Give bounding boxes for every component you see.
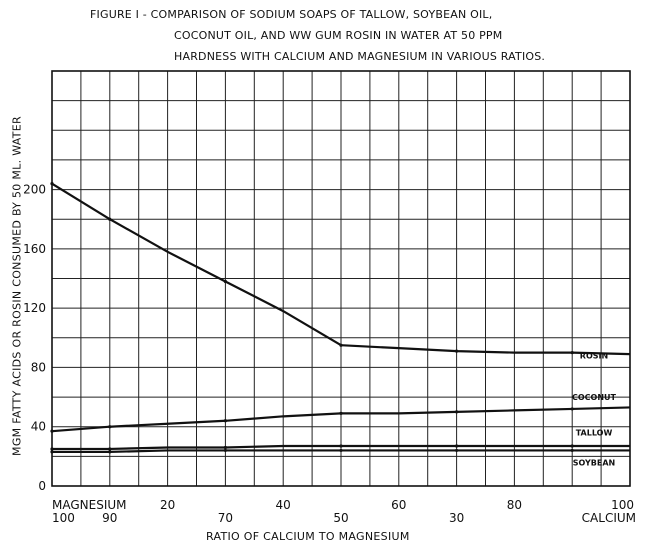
data-point-rosin: [108, 217, 112, 221]
plot-frame: [51, 70, 631, 487]
y-tick-label: 120: [23, 301, 46, 315]
data-point-tallow: [455, 444, 459, 448]
x-tick-label-bottom: CALCIUM: [582, 511, 636, 525]
data-point-coconut: [50, 429, 54, 433]
series-lines: [50, 182, 631, 454]
data-point-tallow: [339, 444, 343, 448]
x-tick-label-top: MAGNESIUM: [52, 498, 127, 512]
series-label-coconut: COCONUT: [572, 393, 617, 402]
x-tick-label-top: 80: [507, 498, 522, 512]
x-tick-label-bottom: 90: [102, 511, 117, 525]
data-point-rosin: [50, 182, 54, 186]
data-point-tallow: [223, 445, 227, 450]
data-point-coconut: [339, 411, 343, 415]
series-label-tallow: TALLOW: [576, 429, 613, 438]
x-axis-label: RATIO OF CALCIUM TO MAGNESIUM: [206, 530, 410, 543]
data-point-soybean: [50, 450, 54, 454]
data-point-rosin: [455, 349, 459, 353]
data-point-rosin: [339, 343, 343, 347]
y-tick-label: 160: [23, 242, 46, 256]
x-tick-label-bottom: 50: [333, 511, 348, 525]
data-point-coconut: [108, 425, 112, 429]
tick-labels: 0 40 80 120 160 200 MAGNESIUM 20 40 60 80 100 100 90 7…: [23, 183, 636, 525]
y-tick-label: 40: [31, 420, 46, 434]
title-line-1: FIGURE I - COMPARISON OF SODIUM SOAPS OF…: [90, 8, 493, 21]
data-point-soybean: [570, 448, 574, 453]
x-tick-label-top: 40: [276, 498, 291, 512]
y-tick-label: 80: [31, 360, 46, 374]
y-tick-label: 0: [38, 479, 46, 493]
data-point-tallow: [570, 444, 574, 448]
data-point-rosin: [223, 279, 227, 284]
data-point-tallow: [108, 447, 112, 451]
axes: [51, 70, 631, 487]
x-tick-label-top: 100: [611, 498, 634, 512]
data-point-soybean: [108, 450, 112, 454]
title-line-3: HARDNESS WITH CALCIUM AND MAGNESIUM IN V…: [174, 50, 546, 63]
data-point-tallow: [50, 447, 54, 451]
data-point-coconut: [223, 419, 227, 423]
x-tick-label-top: 20: [160, 498, 175, 512]
x-tick-label-bottom: 30: [449, 511, 464, 525]
series-labels: ROSIN COCONUT TALLOW SOYBEAN: [572, 352, 617, 468]
data-point-rosin: [570, 351, 574, 355]
data-point-coconut: [455, 410, 459, 414]
x-tick-label-bottom: 100: [52, 511, 75, 525]
title-line-2: COCONUT OIL, AND WW GUM ROSIN IN WATER A…: [174, 29, 503, 42]
data-point-soybean: [339, 448, 343, 453]
grid: [52, 70, 630, 486]
data-point-soybean: [223, 448, 227, 453]
data-point-soybean: [455, 448, 459, 453]
series-label-rosin: ROSIN: [580, 352, 608, 361]
x-tick-label-bottom: 70: [218, 511, 233, 525]
data-point-coconut: [570, 407, 574, 411]
series-label-soybean: SOYBEAN: [573, 458, 616, 467]
y-tick-label: 200: [23, 183, 46, 197]
x-tick-label-top: 60: [391, 498, 406, 512]
